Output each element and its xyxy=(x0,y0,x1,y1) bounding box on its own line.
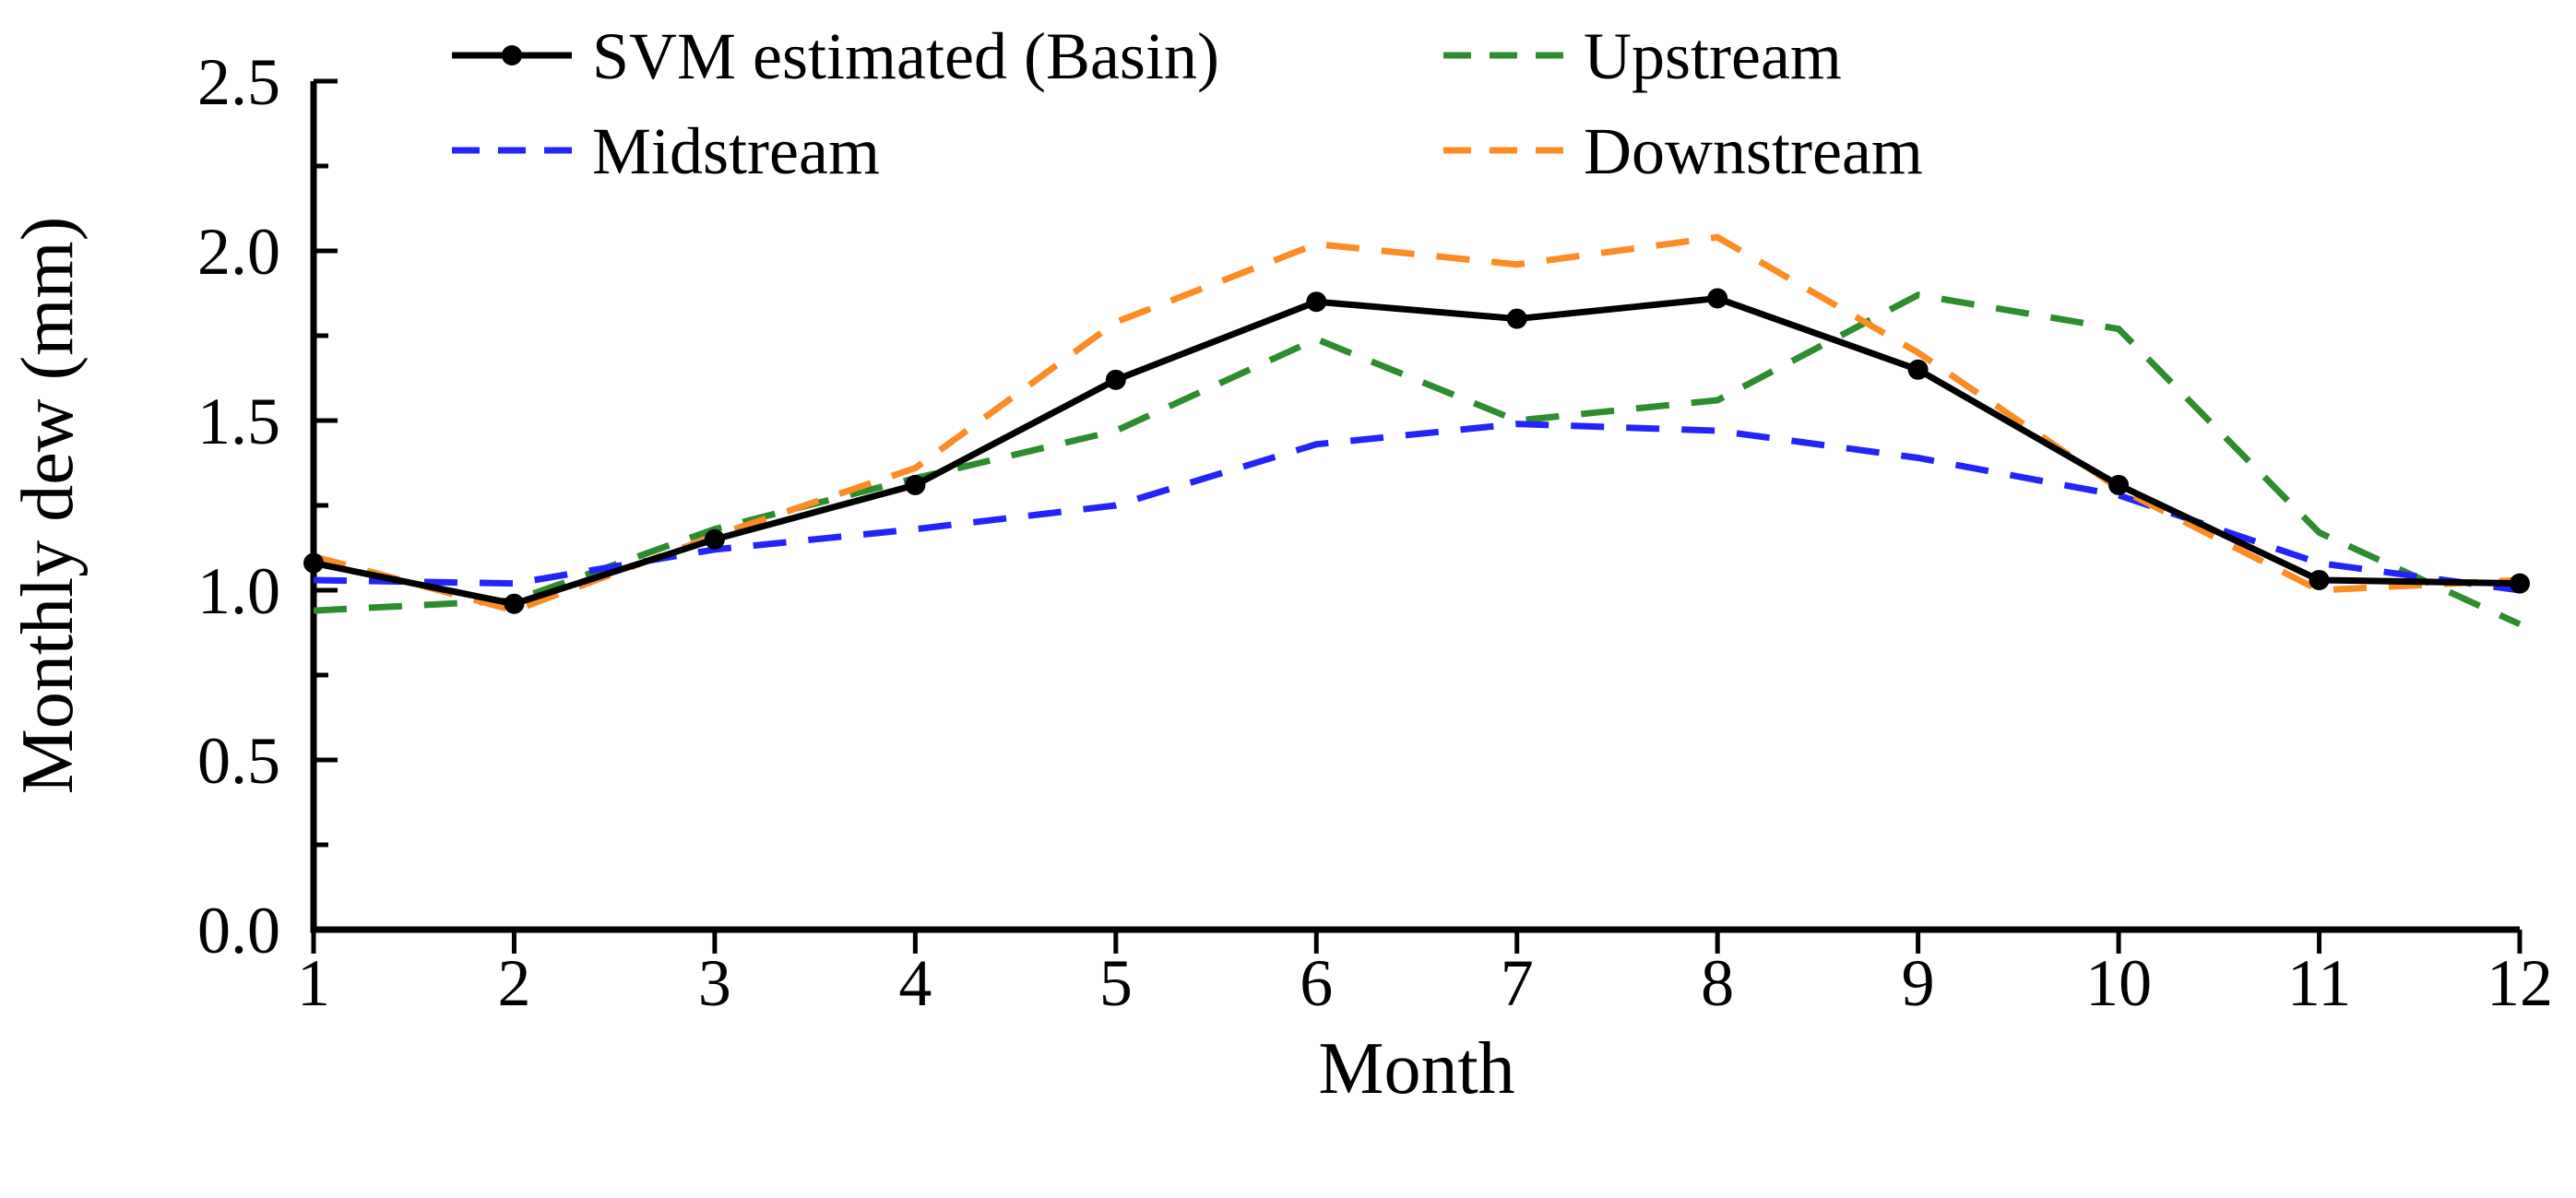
series-line-svm-estimated-basin xyxy=(313,294,2521,608)
y-tick-label: 1.5 xyxy=(197,385,280,458)
series-marker-svm-estimated-basin xyxy=(1105,369,1126,390)
legend-item-upstream: Upstream xyxy=(1443,19,1842,93)
series-marker-svm-estimated-basin xyxy=(303,552,324,574)
series-marker-svm-estimated-basin xyxy=(1306,291,1327,313)
y-tick-label: 0.0 xyxy=(197,894,280,967)
legend: SVM estimated (Basin) Upstream Midstream Do… xyxy=(452,19,1923,188)
series-marker-svm-estimated-basin xyxy=(2510,573,2530,594)
x-tick-label: 6 xyxy=(1300,946,1333,1020)
series-line-midstream xyxy=(313,421,2521,594)
y-tick-label: 1.0 xyxy=(197,554,280,628)
legend-swatch-marker-svm-estimated-basin xyxy=(502,45,522,65)
series-marker-svm-estimated-basin xyxy=(1707,288,1728,309)
series-midstream xyxy=(313,421,2521,594)
x-tick-label: 2 xyxy=(497,946,530,1020)
series-marker-svm-estimated-basin xyxy=(2108,474,2130,495)
y-tick-label: 0.5 xyxy=(197,724,280,798)
series-line-upstream xyxy=(313,291,2522,627)
legend-label-midstream: Midstream xyxy=(592,114,880,188)
legend-label-upstream: Upstream xyxy=(1584,19,1842,93)
x-tick-label: 3 xyxy=(698,946,731,1020)
series-upstream xyxy=(313,291,2522,627)
legend-item-midstream: Midstream xyxy=(452,114,880,188)
x-tick-label: 5 xyxy=(1099,946,1133,1020)
x-tick-label: 11 xyxy=(2287,946,2351,1020)
x-tick-label: 10 xyxy=(2085,946,2152,1020)
axes: 0.00.51.01.52.02.51 2 3 4 5 6 7 8 9 10 11 12 xyxy=(197,45,2553,1020)
series-marker-svm-estimated-basin xyxy=(1506,308,1527,329)
x-tick-label: 1 xyxy=(297,946,330,1020)
x-axis-title: Month xyxy=(1318,1028,1514,1109)
series-svm-estimated-basin xyxy=(303,288,2530,614)
y-tick-label: 2.5 xyxy=(197,45,280,119)
legend-item-downstream: Downstream xyxy=(1443,114,1923,188)
series-marker-svm-estimated-basin xyxy=(905,474,926,495)
x-tick-label: 12 xyxy=(2487,946,2553,1020)
y-tick-label: 2.0 xyxy=(197,215,280,289)
series-line-downstream xyxy=(313,233,2521,614)
legend-label-svm-estimated-basin: SVM estimated (Basin) xyxy=(592,19,1219,93)
series-marker-svm-estimated-basin xyxy=(504,593,525,614)
series-marker-svm-estimated-basin xyxy=(1907,359,1929,380)
y-axis-title: Monthly dew (mm) xyxy=(7,217,89,795)
series-marker-svm-estimated-basin xyxy=(2309,569,2330,590)
series-downstream xyxy=(313,233,2521,614)
x-tick-label: 8 xyxy=(1701,946,1734,1020)
x-tick-label: 7 xyxy=(1501,946,1534,1020)
legend-label-downstream: Downstream xyxy=(1584,114,1923,188)
x-tick-label: 4 xyxy=(898,946,932,1020)
legend-item-svm-estimated-basin: SVM estimated (Basin) xyxy=(452,19,1219,93)
x-tick-label: 9 xyxy=(1902,946,1935,1020)
series-marker-svm-estimated-basin xyxy=(704,528,725,550)
